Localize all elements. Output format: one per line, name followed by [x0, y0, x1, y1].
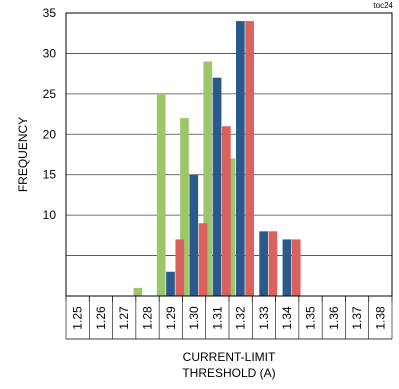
x-axis-label-line2: THRESHOLD (A) — [182, 366, 275, 380]
x-tick-label: 1.25 — [71, 306, 85, 330]
bar-series-3-1.34 — [291, 239, 301, 296]
y-axis-label: FREQUENCY — [16, 117, 30, 192]
bar-series-2-1.33 — [259, 231, 268, 296]
x-tick-label: 1.29 — [164, 306, 178, 330]
bar-series-1-1.32 — [226, 158, 236, 296]
bar-series-2-1.32 — [235, 21, 245, 297]
bar-series-3-1.32 — [245, 21, 254, 297]
figure-tag: toc24 — [373, 1, 393, 10]
x-tick-label: 1.32 — [234, 306, 248, 330]
y-tick-label: 10 — [43, 208, 57, 222]
y-tick-label: 15 — [43, 168, 57, 182]
x-tick-label: 1.33 — [257, 306, 271, 330]
y-tick-label: 20 — [43, 127, 57, 141]
x-tick-label: 1.37 — [350, 306, 364, 330]
x-tick-label: 1.28 — [141, 306, 155, 330]
bar-series-2-1.34 — [282, 239, 292, 296]
bar-series-3-1.31 — [222, 126, 231, 296]
bar-series-1-1.28 — [133, 287, 143, 296]
bar-series-2-1.31 — [212, 77, 222, 296]
x-tick-label: 1.34 — [280, 306, 294, 330]
y-tick-labels: 10 15 20 25 30 35 — [43, 6, 57, 222]
bar-series-2-1.29 — [166, 271, 175, 296]
x-tick-label: 1.35 — [304, 306, 318, 330]
x-axis-label-line1: CURRENT-LIMIT — [183, 350, 276, 364]
bars — [133, 21, 301, 297]
x-tick-label: 1.31 — [210, 306, 224, 330]
bar-series-3-1.33 — [268, 231, 278, 296]
x-tick-label: 1.26 — [94, 306, 108, 330]
x-tick-label: 1.36 — [327, 306, 341, 330]
x-tick-label: 1.27 — [117, 306, 131, 330]
bar-series-3-1.29 — [175, 239, 185, 296]
bar-series-1-1.29 — [156, 93, 166, 296]
bar-series-2-1.30 — [189, 174, 199, 296]
bar-series-1-1.30 — [180, 118, 189, 296]
x-tick-label: 1.30 — [187, 306, 201, 330]
x-tick-label: 1.38 — [373, 306, 387, 330]
y-tick-label: 25 — [43, 87, 57, 101]
y-tick-label: 35 — [43, 6, 57, 20]
bar-series-3-1.30 — [198, 223, 208, 296]
y-tick-label: 30 — [43, 46, 57, 60]
bar-series-1-1.31 — [203, 61, 213, 297]
x-tick-labels: 1.25 1.26 1.27 1.28 1.29 1.30 1.31 1.32 1.33 1.34… — [65, 296, 393, 340]
